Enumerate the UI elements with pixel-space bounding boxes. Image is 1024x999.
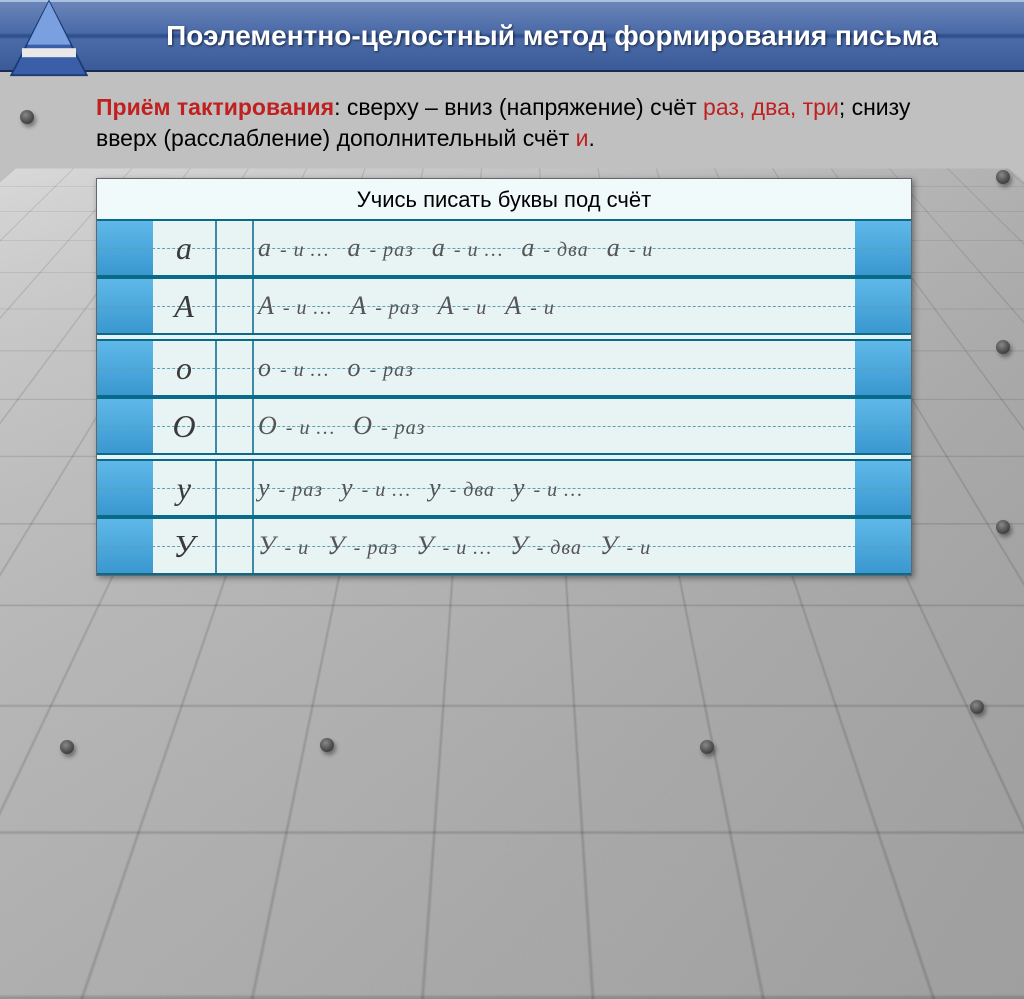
writing-row: у у - раз у - и … у - два у - и … — [97, 459, 911, 517]
writing-row: А А - и … А - раз А - и А - и — [97, 277, 911, 335]
row-script: а - и … а - раз а - и … а - два а - и — [252, 233, 671, 263]
row-margin-right — [855, 461, 911, 515]
row-letter: А — [153, 277, 215, 335]
row-margin-right — [855, 341, 911, 395]
writing-row: О О - и … О - раз — [97, 397, 911, 455]
writing-row: а а - и … а - раз а - и … а - два а - и — [97, 219, 911, 277]
row-margin-left — [97, 519, 153, 573]
writing-row: У У - и У - раз У - и … У - два У - и — [97, 517, 911, 575]
row-script: У - и У - раз У - и … У - два У - и — [252, 531, 669, 561]
row-margin-left — [97, 461, 153, 515]
writing-row: о о - и … о - раз — [97, 339, 911, 397]
row-letter: О — [153, 397, 215, 455]
row-margin-right — [855, 399, 911, 453]
row-margin-left — [97, 221, 153, 275]
row-margin-left — [97, 341, 153, 395]
slide-title: Поэлементно-целостный метод формирования… — [166, 20, 938, 52]
row-script: А - и … А - раз А - и А - и — [252, 291, 573, 321]
row-margin-right — [855, 221, 911, 275]
row-script: о - и … о - раз — [252, 353, 432, 383]
description-paragraph: Приём тактирования: сверху – вниз (напря… — [96, 92, 964, 154]
slide-title-bar: Поэлементно-целостный метод формирования… — [0, 0, 1024, 72]
row-margin-left — [97, 399, 153, 453]
row-letter: У — [153, 517, 215, 575]
row-letter: у — [153, 459, 215, 517]
para-part1: : сверху – вниз (напряжение) счёт — [334, 94, 703, 120]
para-extra: и — [576, 125, 589, 151]
row-margin-left — [97, 279, 153, 333]
row-margin-right — [855, 279, 911, 333]
para-counts: раз, два, три — [703, 94, 839, 120]
writing-sheet: Учись писать буквы под счёт а а - и … а -… — [96, 178, 912, 576]
para-tail: . — [589, 125, 595, 151]
slide-body: Приём тактирования: сверху – вниз (напря… — [0, 72, 1024, 576]
row-script: О - и … О - раз — [252, 411, 443, 441]
row-letter: о — [153, 339, 215, 397]
row-script: у - раз у - и … у - два у - и … — [252, 473, 601, 503]
para-lead: Приём тактирования — [96, 94, 334, 120]
row-letter: а — [153, 219, 215, 277]
sheet-title: Учись писать буквы под счёт — [97, 179, 911, 219]
row-margin-right — [855, 519, 911, 573]
